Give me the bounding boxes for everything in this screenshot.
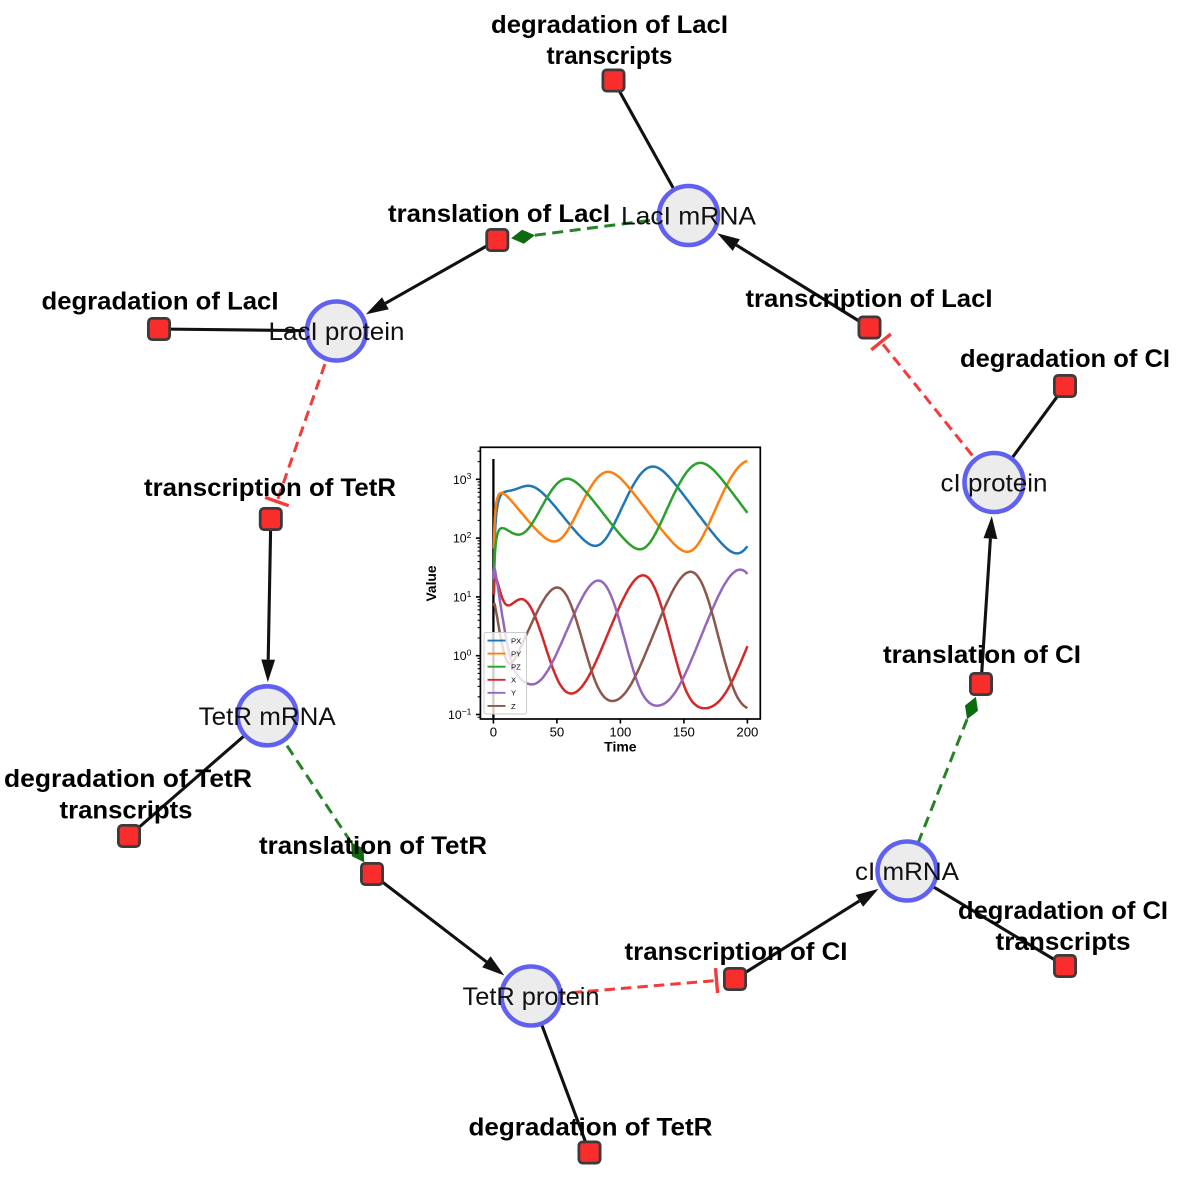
svg-text:translation of LacI: translation of LacI <box>388 200 610 228</box>
svg-text:X: X <box>511 676 516 685</box>
svg-text:degradation of LacI: degradation of LacI <box>42 288 279 316</box>
svg-text:degradation of CI: degradation of CI <box>958 897 1168 925</box>
svg-text:TetR mRNA: TetR mRNA <box>199 703 336 731</box>
svg-text:translation of TetR: translation of TetR <box>259 832 487 860</box>
svg-text:LacI protein: LacI protein <box>269 318 405 346</box>
svg-text:50: 50 <box>550 725 565 740</box>
svg-text:0: 0 <box>490 725 497 740</box>
svg-text:TetR protein: TetR protein <box>463 983 600 1011</box>
svg-text:degradation of TetR: degradation of TetR <box>4 765 252 793</box>
svg-text:cI protein: cI protein <box>941 470 1048 498</box>
svg-text:Y: Y <box>511 689 516 698</box>
svg-text:transcription of LacI: transcription of LacI <box>746 285 993 313</box>
svg-text:Value: Value <box>424 565 439 601</box>
svg-text:150: 150 <box>673 725 695 740</box>
svg-text:degradation of LacI: degradation of LacI <box>491 11 728 39</box>
svg-text:degradation of TetR: degradation of TetR <box>469 1114 713 1142</box>
svg-text:translation of CI: translation of CI <box>883 641 1081 669</box>
svg-text:PZ: PZ <box>511 663 521 672</box>
svg-text:PX: PX <box>511 637 521 646</box>
svg-text:PY: PY <box>511 650 521 659</box>
svg-text:100: 100 <box>609 725 631 740</box>
svg-text:Z: Z <box>511 702 516 711</box>
svg-text:transcription of CI: transcription of CI <box>625 938 848 966</box>
svg-text:Time: Time <box>604 739 637 755</box>
svg-text:degradation of CI: degradation of CI <box>960 345 1170 373</box>
svg-text:200: 200 <box>736 725 758 740</box>
svg-text:transcripts: transcripts <box>60 797 193 825</box>
svg-text:transcripts: transcripts <box>547 42 673 70</box>
svg-text:LacI mRNA: LacI mRNA <box>621 203 756 231</box>
svg-text:transcripts: transcripts <box>996 928 1131 956</box>
svg-text:transcription of TetR: transcription of TetR <box>144 474 396 502</box>
svg-text:cI mRNA: cI mRNA <box>855 858 959 886</box>
